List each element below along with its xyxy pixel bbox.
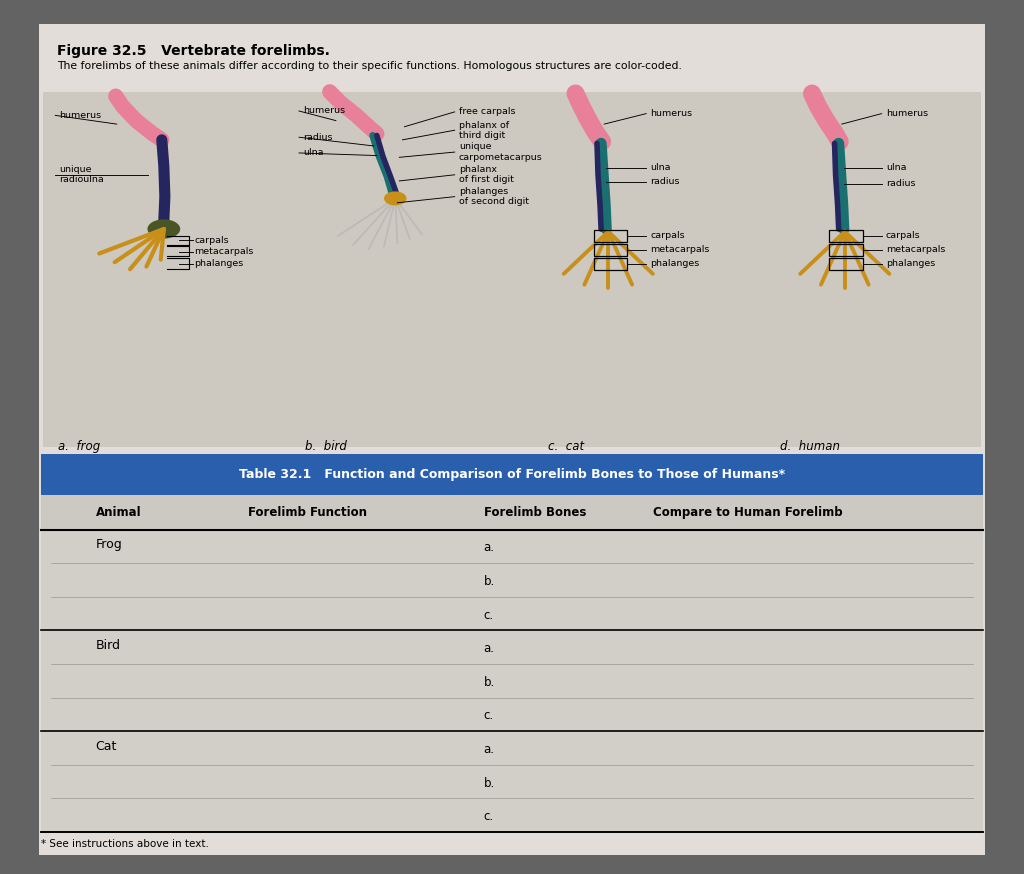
Text: phalanges: phalanges (195, 260, 244, 268)
Text: The forelimbs of these animals differ according to their specific functions. Hom: The forelimbs of these animals differ ac… (57, 61, 682, 71)
Text: free carpals: free carpals (459, 108, 515, 116)
Text: ulna: ulna (303, 149, 324, 157)
Bar (41, 530, 983, 630)
Text: phalanges: phalanges (886, 260, 935, 268)
Text: Cat: Cat (95, 740, 117, 753)
Text: unique
carpometacarpus: unique carpometacarpus (459, 142, 543, 162)
Text: a.: a. (483, 541, 495, 554)
Text: carpals: carpals (195, 236, 229, 245)
Bar (594, 258, 627, 270)
Bar (594, 230, 627, 242)
Text: c.  cat: c. cat (548, 440, 584, 453)
Text: Compare to Human Forelimb: Compare to Human Forelimb (653, 506, 843, 518)
Text: b.  bird: b. bird (305, 440, 347, 453)
Text: c.: c. (483, 608, 494, 621)
Text: Bird: Bird (95, 639, 121, 652)
Bar (41, 495, 983, 530)
Text: Figure 32.5   Vertebrate forelimbs.: Figure 32.5 Vertebrate forelimbs. (57, 44, 330, 58)
Text: metacarpals: metacarpals (650, 246, 710, 254)
Text: radius: radius (650, 177, 680, 186)
Bar (829, 258, 863, 270)
Bar (829, 244, 863, 256)
Text: Forelimb Bones: Forelimb Bones (483, 506, 586, 518)
Ellipse shape (147, 219, 180, 239)
Text: metacarpals: metacarpals (886, 246, 945, 254)
Text: phalanges
of second digit: phalanges of second digit (459, 187, 528, 206)
Text: humerus: humerus (886, 109, 928, 118)
Bar (41, 630, 983, 732)
Text: * See instructions above in text.: * See instructions above in text. (41, 839, 209, 849)
Text: unique
radioulna: unique radioulna (59, 165, 104, 184)
Text: carpals: carpals (650, 232, 685, 240)
Text: humerus: humerus (59, 111, 101, 120)
Bar (829, 230, 863, 242)
Text: carpals: carpals (886, 232, 921, 240)
Text: phalanx of
third digit: phalanx of third digit (459, 121, 509, 140)
Text: Table 32.1   Function and Comparison of Forelimb Bones to Those of Humans*: Table 32.1 Function and Comparison of Fo… (239, 468, 785, 481)
Text: Frog: Frog (95, 538, 122, 551)
Text: radius: radius (303, 133, 333, 142)
Text: humerus: humerus (303, 107, 345, 115)
Text: Forelimb Function: Forelimb Function (248, 506, 368, 518)
Text: phalanx
of first digit: phalanx of first digit (459, 165, 514, 184)
Text: radius: radius (886, 179, 915, 188)
Text: d.  human: d. human (780, 440, 841, 453)
Bar (594, 244, 627, 256)
Text: a.: a. (483, 642, 495, 656)
Text: c.: c. (483, 710, 494, 723)
Bar (41, 732, 983, 832)
Text: metacarpals: metacarpals (195, 247, 254, 256)
Ellipse shape (384, 191, 407, 205)
Text: a.  frog: a. frog (58, 440, 100, 453)
Text: ulna: ulna (886, 163, 906, 172)
Text: b.: b. (483, 575, 495, 588)
Text: b.: b. (483, 676, 495, 689)
Bar (41, 454, 983, 495)
Text: b.: b. (483, 777, 495, 789)
Text: humerus: humerus (650, 109, 692, 118)
Text: phalanges: phalanges (650, 260, 699, 268)
Bar (43, 92, 981, 447)
Text: Animal: Animal (95, 506, 141, 518)
Text: c.: c. (483, 810, 494, 823)
Text: ulna: ulna (650, 163, 671, 172)
Text: a.: a. (483, 743, 495, 756)
